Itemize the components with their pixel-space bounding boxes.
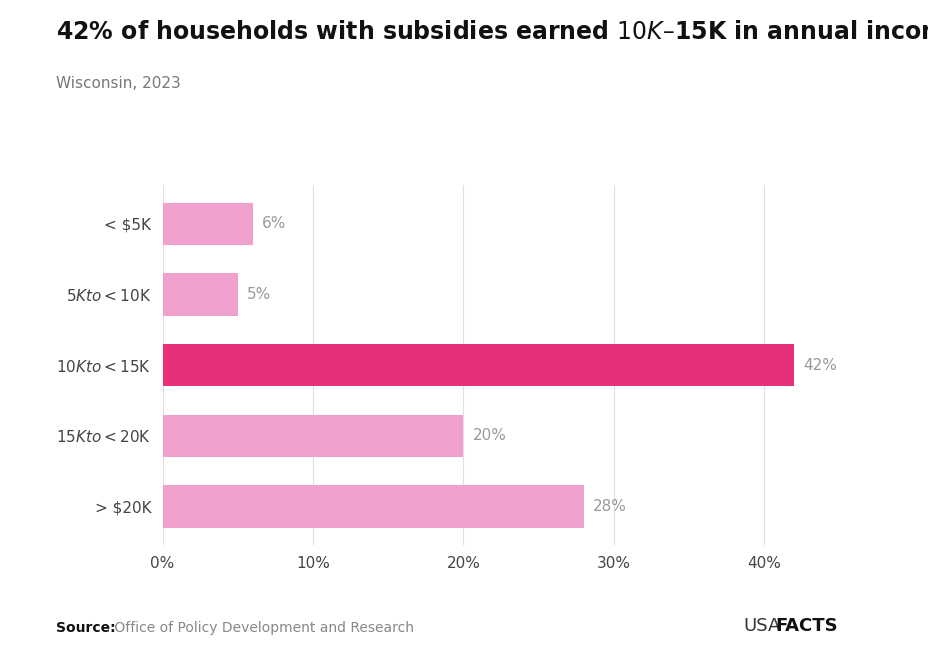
Text: FACTS: FACTS	[775, 617, 837, 635]
Text: Office of Policy Development and Research: Office of Policy Development and Researc…	[110, 621, 413, 635]
Bar	[162, 274, 238, 316]
Text: 42%: 42%	[803, 358, 836, 373]
Text: Wisconsin, 2023: Wisconsin, 2023	[56, 76, 180, 91]
Bar	[162, 203, 252, 245]
Text: Source:: Source:	[56, 621, 115, 635]
Text: USA: USA	[742, 617, 780, 635]
Text: 42% of households with subsidies earned $10K–$15K in annual income.: 42% of households with subsidies earned …	[56, 20, 928, 44]
Bar	[162, 485, 583, 527]
Text: 28%: 28%	[592, 499, 626, 514]
Text: 5%: 5%	[247, 287, 271, 302]
Text: 20%: 20%	[472, 428, 506, 444]
Text: 6%: 6%	[262, 216, 286, 231]
Bar	[162, 344, 793, 387]
Bar	[162, 414, 463, 457]
